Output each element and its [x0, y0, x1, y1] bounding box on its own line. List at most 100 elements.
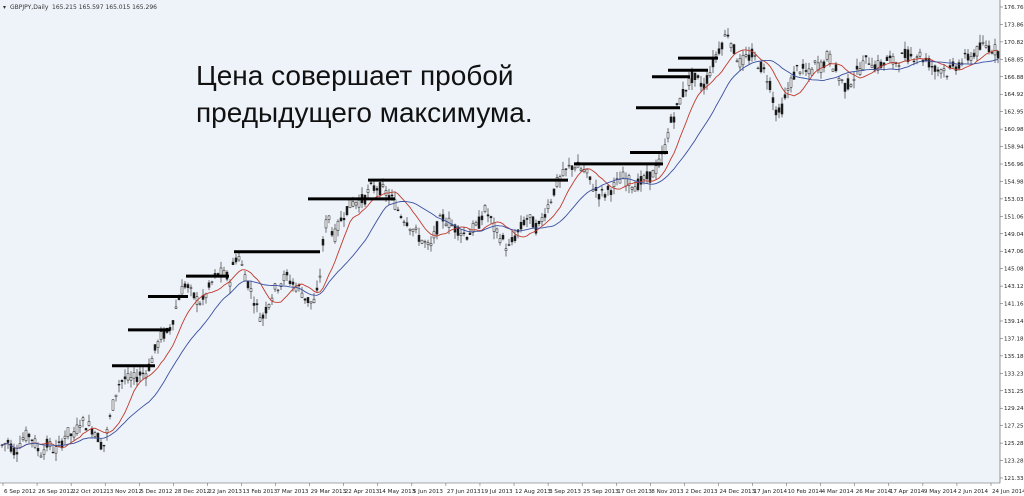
candle [960, 58, 964, 67]
date-tick-label: 13 Nov 2012 [106, 489, 142, 495]
candle [345, 206, 349, 217]
candle [504, 243, 508, 257]
candle [909, 46, 913, 59]
candle [903, 41, 907, 61]
candle [312, 292, 316, 304]
candle [123, 369, 127, 385]
candle [702, 77, 706, 95]
candle [27, 432, 31, 444]
candle [48, 437, 52, 451]
candle [513, 228, 517, 244]
candle [258, 312, 262, 323]
candle [426, 239, 430, 251]
candle [996, 50, 1000, 64]
candle [927, 55, 931, 71]
date-tick-label: 8 Nov 2013 [651, 489, 684, 495]
candle [471, 220, 475, 236]
date-tick-label: 17 Oct 2013 [617, 489, 652, 495]
date-tick-label: 24 Jun 2014 [992, 489, 1024, 495]
annotation-line-2: предыдущего максимума. [196, 97, 533, 128]
candle [108, 413, 112, 420]
candle [309, 301, 313, 310]
candle [759, 61, 763, 74]
candle [375, 185, 379, 198]
price-tick-label: 154.980 [1004, 179, 1024, 185]
candle [741, 50, 745, 72]
candle [561, 161, 565, 177]
price-tick-label: 160.985 [1004, 127, 1024, 133]
candle [519, 215, 523, 233]
candle [726, 28, 730, 39]
price-tick-label: 168.855 [1004, 57, 1024, 63]
candle [855, 58, 859, 75]
candle [837, 75, 841, 86]
candle [180, 279, 184, 295]
candle [36, 442, 40, 457]
price-tick-label: 147.060 [1004, 249, 1024, 255]
date-tick-label: 26 Sep 2012 [38, 489, 73, 495]
candle [480, 211, 484, 226]
date-tick-label: 22 Apr 2013 [345, 489, 380, 495]
candle [126, 366, 130, 384]
candle [600, 186, 604, 197]
candle [171, 319, 175, 331]
candle [117, 379, 121, 393]
price-tick-label: 133.230 [1004, 371, 1024, 377]
date-tick-label: 6 Sep 2012 [4, 489, 36, 495]
candle [111, 399, 115, 411]
candle [609, 188, 613, 202]
candle [552, 188, 556, 197]
candle [885, 54, 889, 61]
candle [396, 206, 400, 212]
price-tick-label: 162.955 [1004, 110, 1024, 116]
menu-triangle-icon[interactable]: ▾ [3, 4, 6, 11]
candle [522, 216, 526, 227]
candle [339, 211, 343, 222]
date-tick-label: 13 Feb 2013 [242, 489, 277, 495]
candles-layer [0, 28, 1000, 462]
candle [750, 43, 754, 62]
candle [438, 213, 442, 217]
candle [780, 97, 784, 118]
candle [507, 238, 511, 247]
candle [708, 66, 712, 79]
annotation-line-1: Цена совершает пробой [196, 60, 514, 91]
date-tick-label: 5 Jun 2013 [413, 489, 444, 495]
candle [267, 303, 271, 310]
candle [441, 209, 445, 229]
candle [327, 215, 331, 224]
candle [939, 68, 943, 79]
candle [699, 75, 703, 93]
candle [723, 29, 727, 37]
candle [411, 228, 415, 237]
candle [483, 203, 487, 214]
candle [156, 339, 160, 354]
candle [120, 379, 124, 389]
candle [318, 268, 322, 283]
candle [465, 236, 469, 241]
date-tick-label: 9 May 2014 [924, 489, 957, 495]
candle [546, 199, 550, 214]
candle [942, 64, 946, 78]
price-tick-label: 135.185 [1004, 354, 1024, 360]
price-tick-label: 125.285 [1004, 441, 1024, 447]
price-tick-label: 170.820 [1004, 40, 1024, 46]
time-axis-background [0, 483, 1024, 496]
candle [414, 224, 418, 234]
date-tick-label: 7 Mar 2013 [277, 489, 309, 495]
candle [495, 227, 499, 239]
candle [261, 312, 265, 327]
candle [990, 49, 994, 55]
candle [132, 367, 136, 385]
candle [807, 62, 811, 82]
candle [669, 113, 673, 124]
candle [510, 230, 514, 246]
candle [822, 59, 826, 73]
candle [81, 415, 85, 428]
candle [687, 71, 691, 91]
candle [945, 75, 949, 80]
candle [24, 426, 28, 443]
candle [858, 61, 862, 77]
price-axis: 176.760 173.865 170.820 168.855 166.885 164.9… [1000, 5, 1024, 482]
price-tick-label: 145.080 [1004, 267, 1024, 273]
